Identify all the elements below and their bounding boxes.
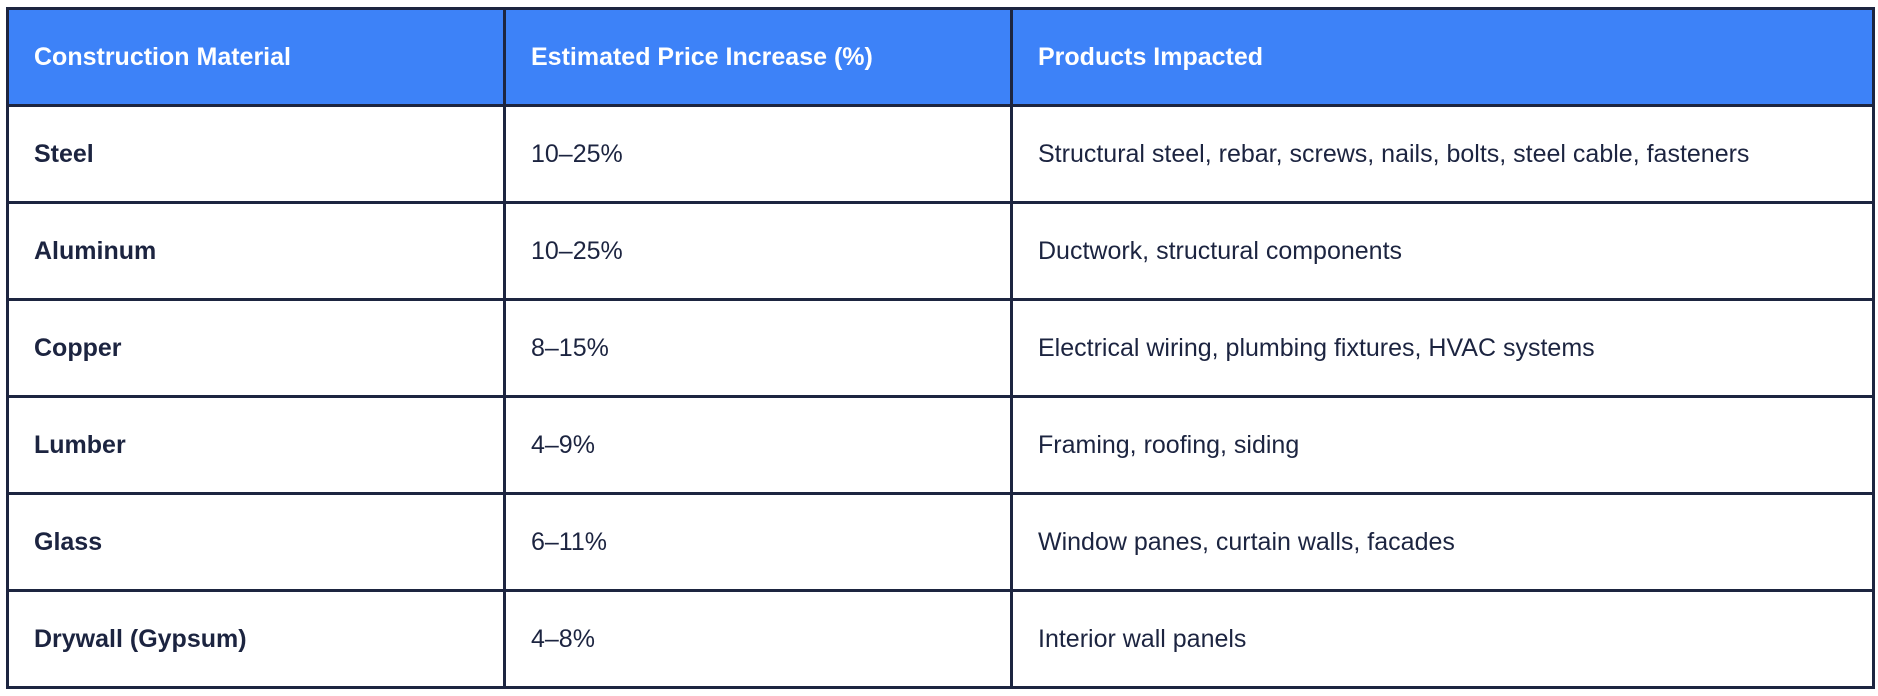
material-cell: Drywall (Gypsum) [6, 589, 506, 689]
table-row: Steel 10–25% Structural steel, rebar, sc… [6, 104, 1875, 204]
increase-cell: 8–15% [503, 298, 1013, 398]
products-cell: Interior wall panels [1010, 589, 1875, 689]
header-construction-material: Construction Material [6, 7, 506, 107]
increase-cell: 4–8% [503, 589, 1013, 689]
material-cell: Steel [6, 104, 506, 204]
price-increase-table: Construction Material Estimated Price In… [6, 7, 1875, 689]
increase-cell: 6–11% [503, 492, 1013, 592]
material-cell: Aluminum [6, 201, 506, 301]
table-body: Steel 10–25% Structural steel, rebar, sc… [6, 104, 1875, 689]
header-products-impacted: Products Impacted [1010, 7, 1875, 107]
products-cell: Ductwork, structural components [1010, 201, 1875, 301]
material-cell: Lumber [6, 395, 506, 495]
table-header: Construction Material Estimated Price In… [6, 7, 1875, 107]
table-row: Copper 8–15% Electrical wiring, plumbing… [6, 298, 1875, 398]
table-row: Glass 6–11% Window panes, curtain walls,… [6, 492, 1875, 592]
material-cell: Copper [6, 298, 506, 398]
products-cell: Electrical wiring, plumbing fixtures, HV… [1010, 298, 1875, 398]
material-cell: Glass [6, 492, 506, 592]
header-row: Construction Material Estimated Price In… [6, 7, 1875, 107]
products-cell: Structural steel, rebar, screws, nails, … [1010, 104, 1875, 204]
products-cell: Window panes, curtain walls, facades [1010, 492, 1875, 592]
header-estimated-price-increase: Estimated Price Increase (%) [503, 7, 1013, 107]
increase-cell: 10–25% [503, 201, 1013, 301]
increase-cell: 10–25% [503, 104, 1013, 204]
table-row: Aluminum 10–25% Ductwork, structural com… [6, 201, 1875, 301]
table-row: Lumber 4–9% Framing, roofing, siding [6, 395, 1875, 495]
increase-cell: 4–9% [503, 395, 1013, 495]
products-cell: Framing, roofing, siding [1010, 395, 1875, 495]
table-row: Drywall (Gypsum) 4–8% Interior wall pane… [6, 589, 1875, 689]
